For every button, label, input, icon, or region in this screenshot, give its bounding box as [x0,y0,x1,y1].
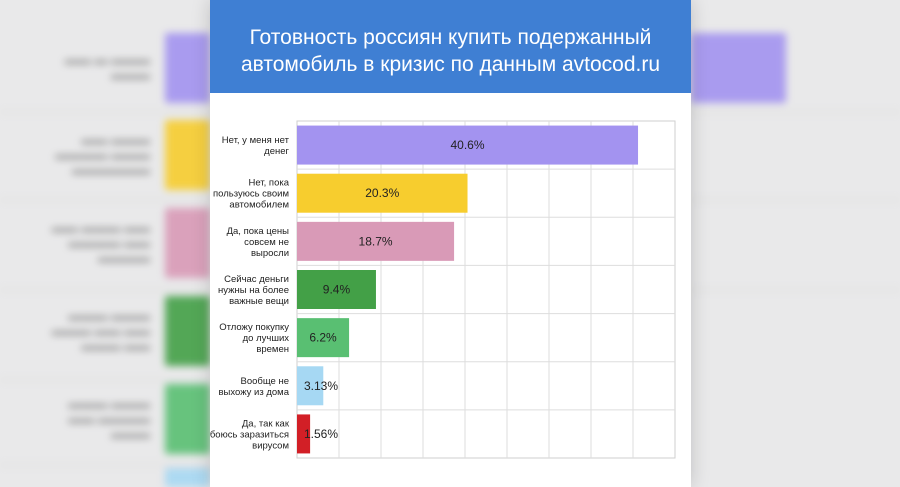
category-label-line: выхожу из дома [219,387,290,398]
category-label-line: важные вещи [229,296,289,307]
chart-title-line-2: автомобиль в кризис по данным avtocod.ru [240,53,661,76]
category-label: Да, так как боюсь заразиться вирусом [210,418,290,451]
bg-label-5: ▬▬▬ ▬▬▬ ▬▬ ▬▬▬▬ ▬▬▬ [68,396,150,441]
category-label-line: денег [264,146,289,157]
category-label-line: Нет, у меня нет [222,135,290,146]
category-label-line: Да, так как [242,418,290,429]
category-label-line: боюсь заразиться [210,429,289,440]
chart-card: Готовность россиян купить подержанный ав… [210,0,691,487]
value-label: 1.56% [304,427,338,441]
category-label: Сейчас деньги нужны на более важные вещи [218,274,289,307]
category-label-line: нужны на более [218,285,289,296]
value-label: 18.7% [359,234,393,248]
chart-header: Готовность россиян купить подержанный ав… [210,0,691,93]
category-label-line: Сейчас деньги [224,274,289,285]
category-label-line: автомобилем [229,200,289,211]
value-label: 3.13% [304,379,338,393]
category-label: Нет, у меня нет денег [222,135,290,157]
bar [297,318,350,358]
chart-title: Готовность россиян купить подержанный ав… [210,24,691,78]
chart-title-line-1: Готовность россиян купить подержанный [249,26,652,49]
value-label: 20.3% [365,186,399,200]
category-label-line: Да, пока цены [227,226,290,237]
value-label: 9.4% [323,283,351,297]
value-label: 40.6% [451,138,485,152]
bar [297,366,324,406]
bar [297,221,455,261]
bar [297,270,376,309]
category-label: Отложу покупку до лучших времен [219,322,289,355]
bg-bar-6 [165,468,210,487]
bg-label-1: ▬▬ ▬ ▬▬▬ ▬▬▬ [64,52,150,82]
bar [297,125,639,165]
category-label-line: времен [256,344,289,355]
bg-bar-3 [165,208,210,278]
bg-label-2: ▬▬ ▬▬▬ ▬▬▬▬ ▬▬▬ ▬▬▬▬▬▬ [55,132,150,177]
bg-label-3: ▬▬ ▬▬▬ ▬▬ ▬▬▬▬ ▬▬ ▬▬▬▬ [51,220,150,265]
category-label-line: выросли [251,248,289,259]
bar [297,414,311,454]
category-label-line: пользуюсь своим [213,189,289,200]
category-label-line: Нет, пока [249,178,290,189]
category-label-line: Отложу покупку [219,322,289,333]
bg-bar-5 [165,384,210,454]
category-label: Вообще не выхожу из дома [219,376,290,398]
category-label-line: совсем не [244,237,289,248]
bg-label-4: ▬▬▬ ▬▬▬ ▬▬▬ ▬▬ ▬▬ ▬▬▬ ▬▬ [51,308,150,353]
bar-chart: 40.6% Нет, у меня нет денег 20.3% Нет, пока п… [210,120,676,459]
bg-bar-1-right [691,33,786,103]
category-label-line: Вообще не [240,376,289,387]
bar [297,173,468,213]
bg-bar-1 [165,33,210,103]
category-label: Да, пока цены совсем не выросли [227,226,290,259]
value-label: 6.2% [309,331,337,345]
bg-bar-2 [165,120,210,190]
bg-bar-4 [165,296,210,366]
category-label-line: вирусом [252,440,289,451]
category-label: Нет, пока пользуюсь своим автомобилем [213,178,290,211]
category-label-line: до лучших [243,333,290,344]
